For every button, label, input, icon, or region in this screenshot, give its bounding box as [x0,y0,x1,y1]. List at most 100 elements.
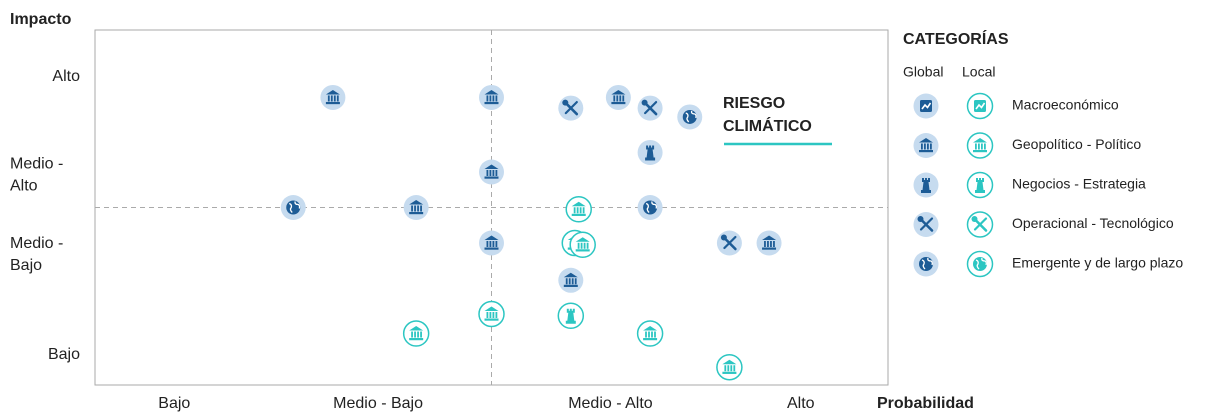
icon-part [414,331,416,338]
icon-part [486,95,489,102]
icon-part [486,241,489,247]
icon-part [574,278,577,285]
icon-part [613,95,616,102]
point-circle [913,133,939,158]
icon-part [611,101,626,105]
icon-part [327,95,330,102]
risk-point [558,267,584,293]
icon-part [286,200,301,215]
icon-part [586,242,589,249]
icon-part [575,237,590,242]
legend-icon [913,133,939,158]
icon-part [720,234,727,241]
risk-point [677,104,703,130]
x-axis-title: Probabilidad [877,395,974,412]
icon-part [975,178,985,193]
icon-part [685,110,697,123]
icon-part [577,242,580,249]
point-circle [716,354,743,381]
icon-part [722,371,737,374]
icon-part [930,143,932,150]
icon-part [917,216,924,222]
icon-part [565,278,568,285]
icon-part [724,365,727,372]
point-circle [569,231,596,259]
icon-part [648,331,650,338]
icon-part [921,143,923,150]
icon-part [411,331,413,338]
risk-point [320,84,346,110]
icon-part [330,95,333,102]
icon-part [409,326,424,331]
legend-label: Operacional - Tecnológico [1012,215,1174,231]
y-tick-label: Bajo [48,346,80,363]
icon-part [562,99,569,106]
icon-part [417,331,419,338]
risk-point [605,84,631,110]
icon-part [484,306,499,311]
icon-part [486,312,489,318]
x-tick-label: Alto [787,395,815,412]
icon-part [484,176,499,179]
risk-point [716,230,742,256]
icon-part [654,331,656,338]
icon-part [643,338,658,341]
y-tick-label: Medio - Alto [10,156,63,195]
legend-label: Macroeconómico [1012,97,1119,113]
y-tick-line: Alto [10,178,38,195]
icon-part [571,278,574,285]
risk-point [403,195,429,220]
risk-point [716,354,743,381]
icon-part [563,284,578,287]
icon-part [565,308,576,324]
icon-part [975,143,977,150]
icon-part [645,331,647,338]
icon-part [489,241,492,247]
legend-title: CATEGORÍAS [903,29,1009,48]
annotation: RIESGO [723,95,785,112]
icon-part [573,207,576,214]
icon-part [651,331,653,338]
icon-part [973,257,987,271]
icon-part [622,95,625,102]
icon-part [333,95,336,102]
icon-part [722,359,737,365]
icon-part [575,249,590,252]
icon-part [484,164,499,169]
x-tick-label: Bajo [158,395,190,412]
icon-part [730,365,733,372]
icon-part [727,365,730,372]
icon-part [924,143,926,150]
icon-part [484,235,499,240]
point-circle [403,195,429,220]
icon-part [409,338,424,341]
y-tick-line: Bajo [10,257,42,274]
icon-part [579,207,582,214]
icon-part [975,102,986,110]
legend-column: Global [903,64,943,80]
icon-part [495,312,498,318]
icon-part [289,201,301,213]
risk-point [280,195,306,220]
icon-part [919,138,933,143]
point-circle [479,230,504,256]
point-circle [320,84,346,110]
icon-part [582,207,585,214]
risk-point [478,300,505,328]
icon-part [723,235,737,250]
risk-point [558,95,584,121]
icon-part [564,100,578,115]
annotation: CLIMÁTICO [723,116,812,135]
icon-part [770,241,772,247]
legend-icon [966,92,994,120]
legend-label: Geopolítico - Político [1012,136,1141,152]
icon-part [484,101,499,105]
point-circle [479,159,504,185]
risk-point [402,320,430,347]
icon-part [580,242,583,249]
y-tick-line: Medio - [10,235,63,252]
point-circle [402,320,430,347]
icon-part [414,205,416,212]
icon-part [645,201,658,213]
